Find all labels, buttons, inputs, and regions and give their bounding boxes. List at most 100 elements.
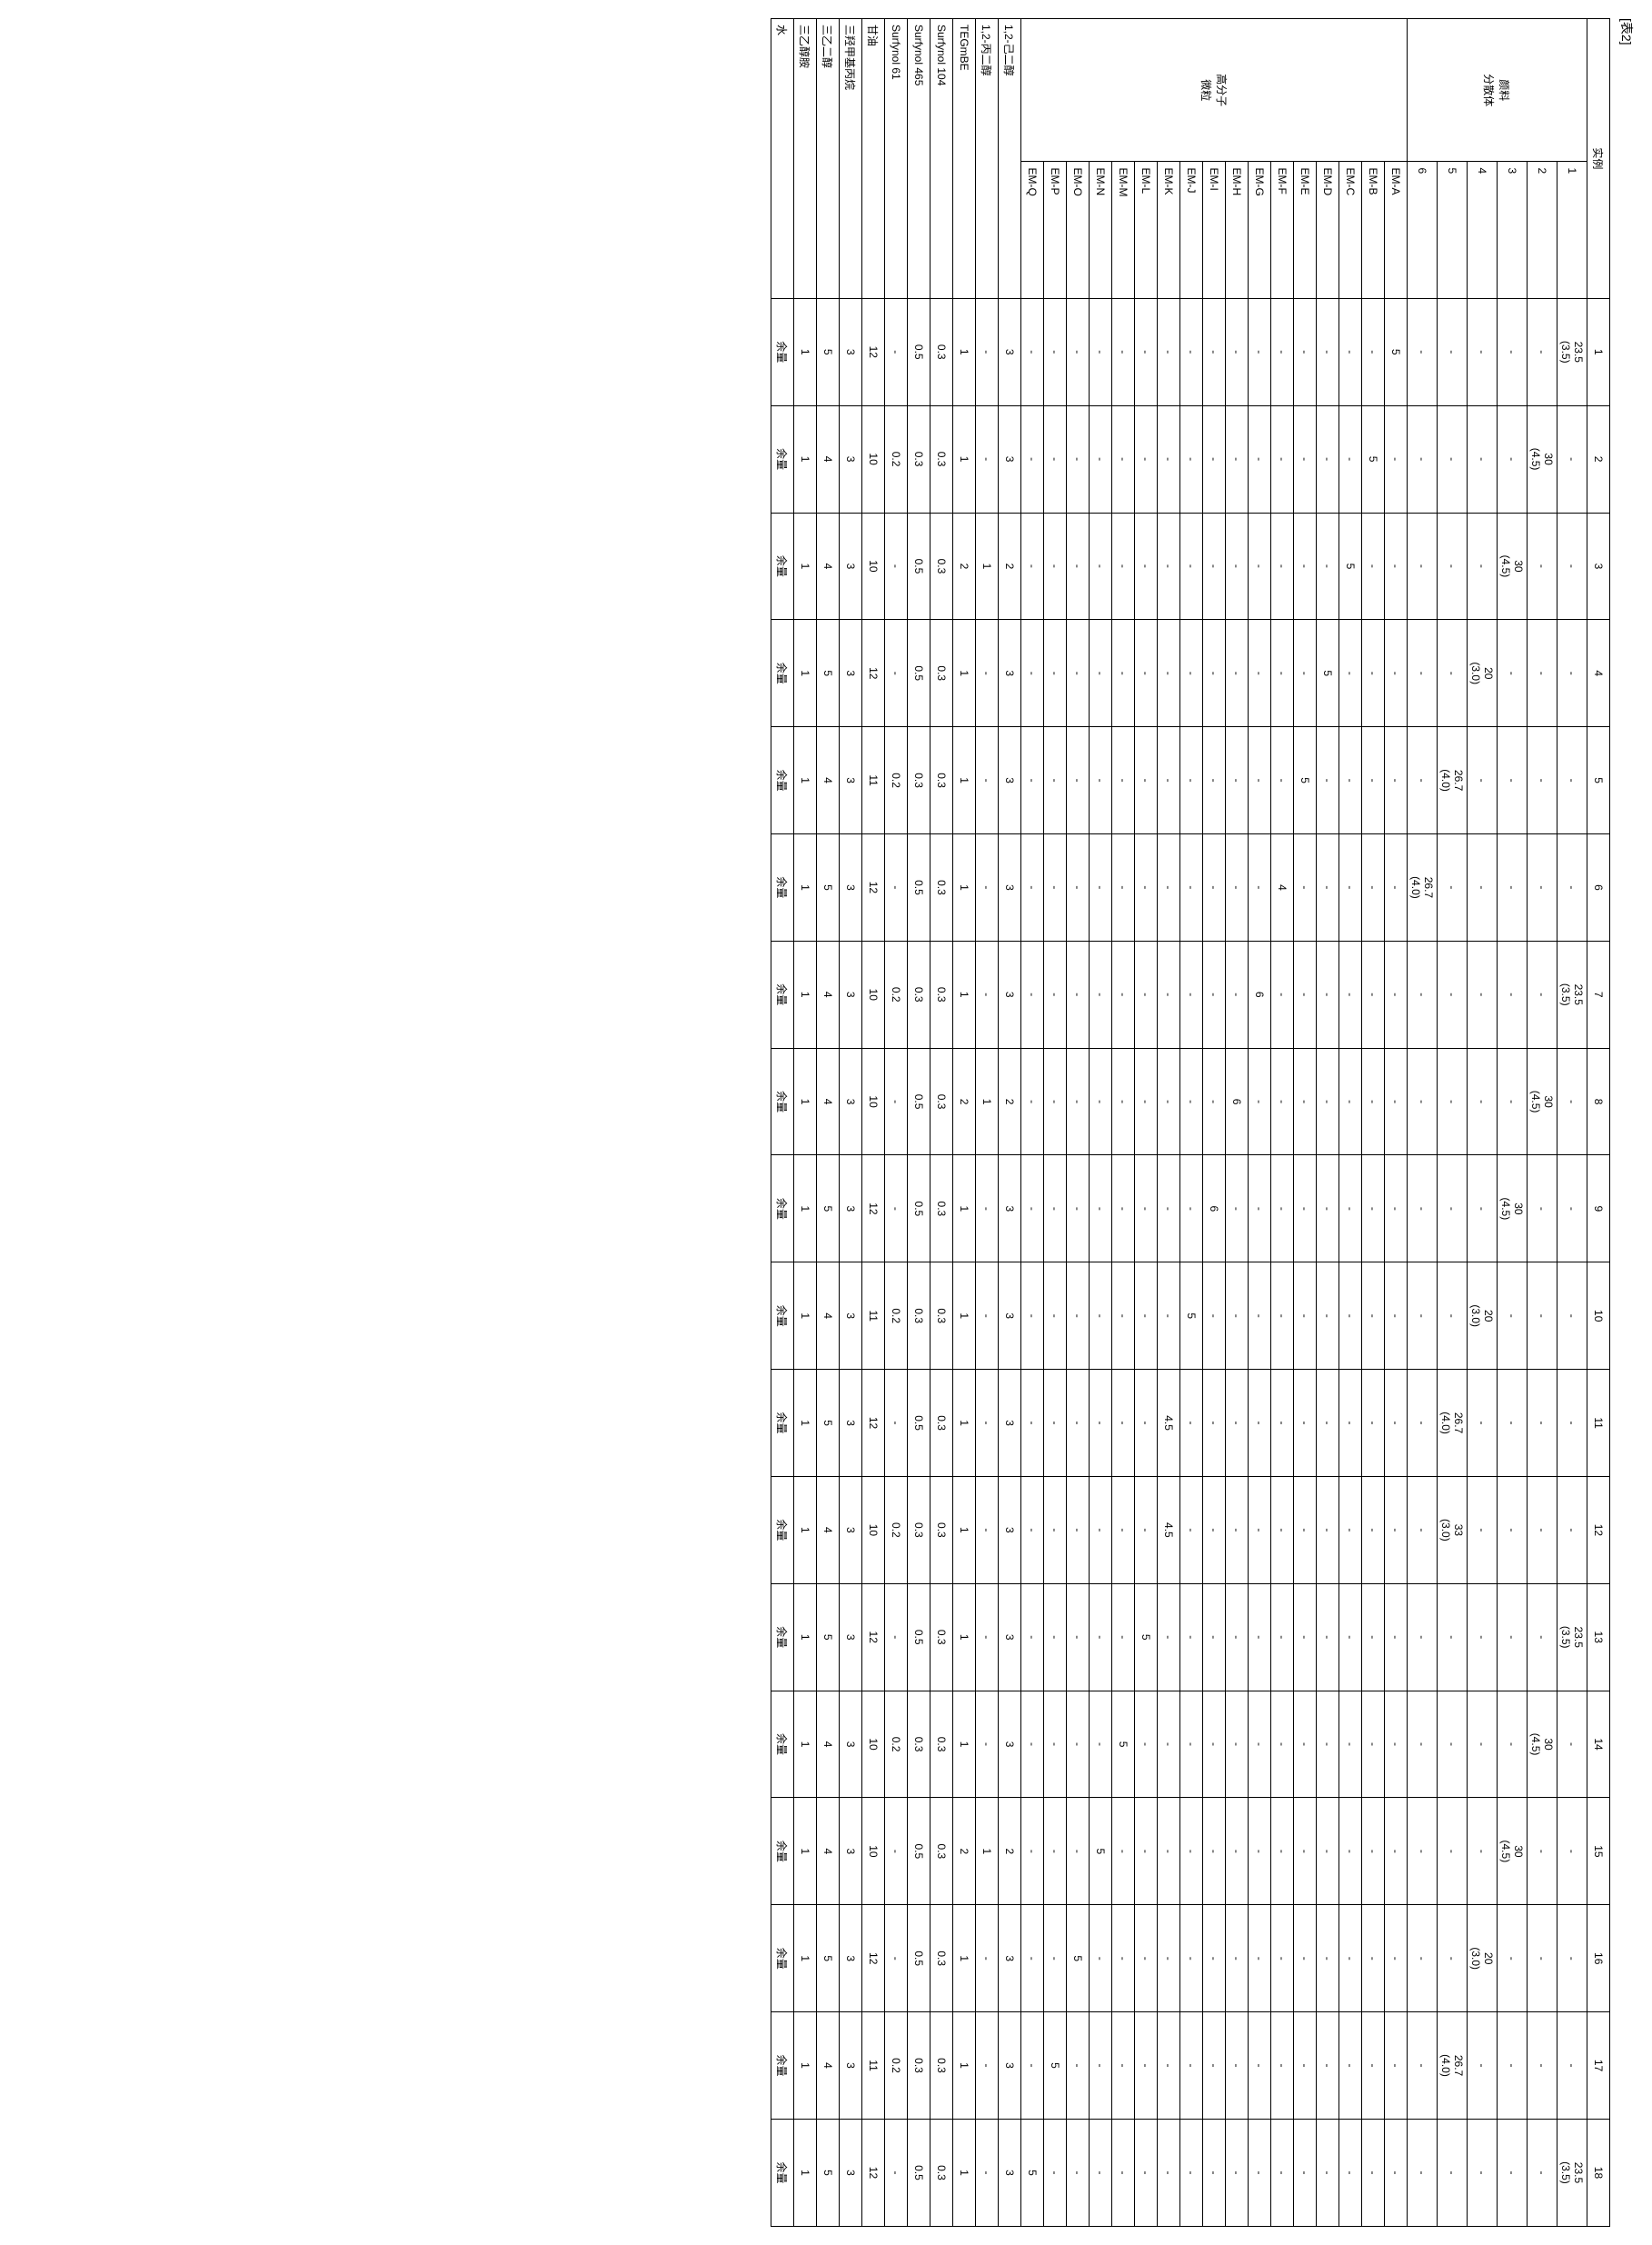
cell-2: 余量 [771,513,794,620]
cell-16: 3 [840,2012,862,2120]
cell-12: - [1438,1583,1468,1691]
cell-13: - [1468,1691,1498,1798]
cell-7: - [1557,1048,1587,1155]
row-label: 6 [1408,162,1438,298]
cell-0: - [1339,298,1362,405]
cell-2: 0.5 [908,513,930,620]
cell-16: - [1180,2012,1203,2120]
cell-1: 1 [953,405,976,513]
cell-8: 3 [999,1155,1021,1262]
cell-14: - [1135,1798,1158,1905]
cell-8: - [1112,1155,1135,1262]
cell-3: - [1249,620,1271,727]
cell-7: - [1438,1048,1468,1155]
cell-11: - [976,1476,999,1583]
cell-4: 4 [817,727,840,834]
cell-1: 3 [840,405,862,513]
cell-4: - [1044,727,1067,834]
cell-12: - [1385,1583,1408,1691]
cell-10: - [1498,1370,1528,1477]
cell-12: - [1317,1583,1339,1691]
cell-3: 20(3.0) [1468,620,1498,727]
cell-12: 23.5(3.5) [1557,1583,1587,1691]
cell-15: - [1135,1905,1158,2012]
cell-11: - [1249,1476,1271,1583]
cell-16: 3 [999,2012,1021,2120]
cell-3: - [1438,620,1468,727]
cell-6: - [1067,941,1090,1048]
cell-10: - [1180,1370,1203,1477]
row-label: 3 [1498,162,1528,298]
cell-13: - [1498,1691,1528,1798]
cell-3: - [1294,620,1317,727]
cell-9: - [1203,1262,1226,1370]
cell-7: 30(4.5) [1528,1048,1557,1155]
cell-8: - [976,1155,999,1262]
cell-4: - [1557,727,1587,834]
cell-14: - [1557,1798,1587,1905]
cell-5: 余量 [771,834,794,942]
table-row: 3--30(4.5)-----30(4.5)-----30(4.5)--- [1498,19,1528,2227]
cell-10: - [1135,1370,1158,1477]
cell-11: 0.3 [908,1476,930,1583]
cell-5: 12 [862,834,885,942]
cell-7: 2 [953,1048,976,1155]
cell-4: 0.2 [885,727,908,834]
cell-12: - [1067,1583,1090,1691]
cell-10: 余量 [771,1370,794,1477]
cell-3: 余量 [771,620,794,727]
cell-15: 0.5 [908,1905,930,2012]
cell-11: 10 [862,1476,885,1583]
cell-7: - [1294,1048,1317,1155]
table-row: EM-L------------5----- [1135,19,1158,2227]
cell-14: - [1180,1798,1203,1905]
table-row: EM-E----5------------- [1294,19,1317,2227]
row-label: TEGmBE [953,19,976,299]
cell-13: - [1021,1691,1044,1798]
cell-15: - [1021,1905,1044,2012]
cell-17: - [1203,2119,1226,2226]
cell-10: - [1203,1370,1226,1477]
cell-11: 0.3 [930,1476,953,1583]
cell-12: 1 [794,1583,817,1691]
cell-4: - [1249,727,1271,834]
cell-12: - [1180,1583,1203,1691]
cell-8: - [1226,1155,1249,1262]
cell-8: - [1339,1155,1362,1262]
cell-2: - [1112,513,1135,620]
cell-16: - [1294,2012,1317,2120]
cell-4: - [1090,727,1112,834]
cell-11: - [1021,1476,1044,1583]
cell-7: - [1067,1048,1090,1155]
cell-4: - [1021,727,1044,834]
cell-0: 23.5(3.5) [1557,298,1587,405]
cell-7: - [1385,1048,1408,1155]
cell-1: - [1090,405,1112,513]
col-header-0: 1 [1587,298,1610,405]
cell-1: - [1180,405,1203,513]
cell-4: - [1112,727,1135,834]
cell-17: - [1112,2119,1135,2226]
cell-15: 5 [1067,1905,1090,2012]
cell-5: - [1498,834,1528,942]
cell-6: - [1385,941,1408,1048]
cell-11: 3 [999,1476,1021,1583]
cell-15: - [1438,1905,1468,2012]
cell-8: 3 [840,1155,862,1262]
row-label: EM-K [1158,162,1180,298]
row-label: 甘油 [862,19,885,299]
cell-7: - [1408,1048,1438,1155]
cell-3: 5 [817,620,840,727]
cell-15: - [1498,1905,1528,2012]
cell-2: - [1528,513,1557,620]
cell-0: - [1438,298,1468,405]
cell-11: - [1271,1476,1294,1583]
cell-8: - [1044,1155,1067,1262]
cell-13: 余量 [771,1691,794,1798]
cell-12: 5 [817,1583,840,1691]
cell-11: 0.2 [885,1476,908,1583]
cell-15: 12 [862,1905,885,2012]
cell-3: - [1180,620,1203,727]
cell-16: - [1021,2012,1044,2120]
cell-6: - [1021,941,1044,1048]
